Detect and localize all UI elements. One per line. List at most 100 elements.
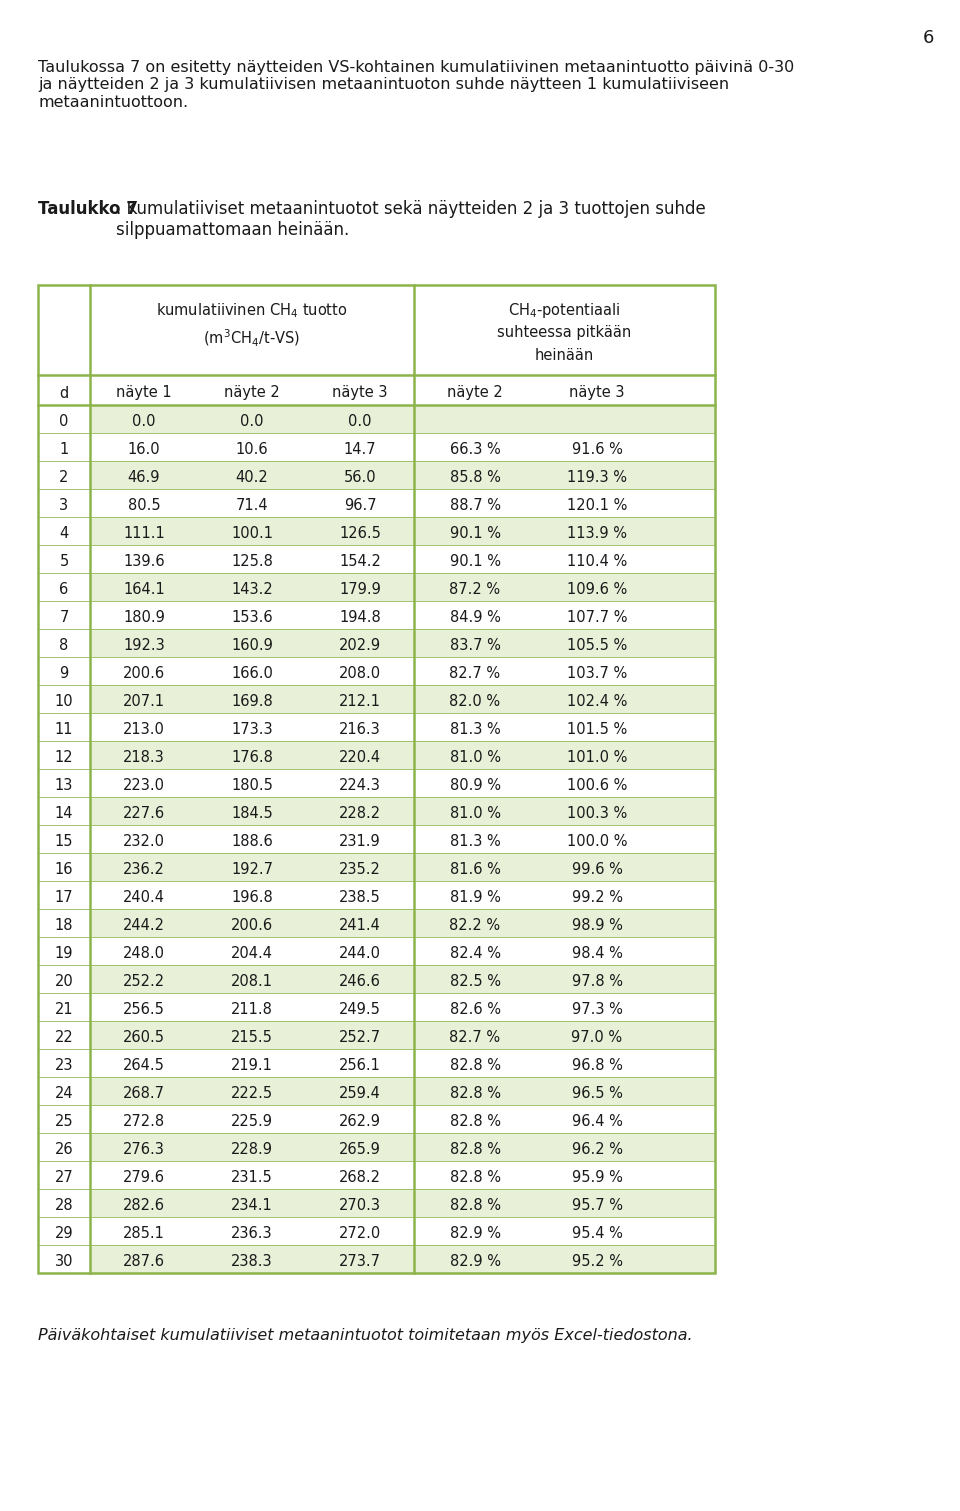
Text: 110.4 %: 110.4 % xyxy=(566,553,627,568)
Text: 125.8: 125.8 xyxy=(231,553,273,568)
Text: 262.9: 262.9 xyxy=(339,1114,381,1129)
Text: 46.9: 46.9 xyxy=(128,470,160,485)
Text: 81.6 %: 81.6 % xyxy=(449,861,500,876)
Bar xyxy=(90,601,715,629)
Text: 126.5: 126.5 xyxy=(339,526,381,541)
Text: 90.1 %: 90.1 % xyxy=(449,553,500,568)
Text: 100.3 %: 100.3 % xyxy=(566,805,627,820)
Text: 285.1: 285.1 xyxy=(123,1225,165,1241)
Text: 212.1: 212.1 xyxy=(339,694,381,709)
Text: 1: 1 xyxy=(60,441,68,456)
Bar xyxy=(90,1021,715,1049)
Text: 97.8 %: 97.8 % xyxy=(571,973,622,988)
Text: 66.3 %: 66.3 % xyxy=(449,441,500,456)
Text: Taulukossa 7 on esitetty näytteiden VS-kohtainen kumulatiivinen metaanintuotto p: Taulukossa 7 on esitetty näytteiden VS-k… xyxy=(38,60,794,110)
Text: 96.5 %: 96.5 % xyxy=(571,1085,622,1100)
Text: 180.5: 180.5 xyxy=(231,778,273,792)
Bar xyxy=(90,937,715,966)
Bar xyxy=(90,405,715,434)
Text: 24: 24 xyxy=(55,1085,73,1100)
Text: 14: 14 xyxy=(55,805,73,820)
Text: 154.2: 154.2 xyxy=(339,553,381,568)
Text: 88.7 %: 88.7 % xyxy=(449,497,500,512)
Text: 113.9 %: 113.9 % xyxy=(567,526,627,541)
Text: 244.0: 244.0 xyxy=(339,946,381,961)
Text: 176.8: 176.8 xyxy=(231,749,273,765)
Text: 82.9 %: 82.9 % xyxy=(449,1254,500,1269)
Text: 192.7: 192.7 xyxy=(231,861,273,876)
Bar xyxy=(90,573,715,601)
Bar xyxy=(90,910,715,937)
Text: 6: 6 xyxy=(923,29,934,47)
Bar xyxy=(90,657,715,684)
Bar xyxy=(90,434,715,461)
Text: 238.5: 238.5 xyxy=(339,890,381,905)
Bar xyxy=(90,740,715,769)
Text: näyte 2: näyte 2 xyxy=(224,385,280,400)
Text: 95.7 %: 95.7 % xyxy=(571,1198,622,1212)
Bar xyxy=(90,825,715,854)
Text: 25: 25 xyxy=(55,1114,73,1129)
Text: 227.6: 227.6 xyxy=(123,805,165,820)
Text: (m$^3$CH$_4$/t-VS): (m$^3$CH$_4$/t-VS) xyxy=(204,328,300,349)
Text: 81.3 %: 81.3 % xyxy=(449,834,500,849)
Text: 7: 7 xyxy=(60,609,69,624)
Text: 216.3: 216.3 xyxy=(339,721,381,736)
Text: 120.1 %: 120.1 % xyxy=(566,497,627,512)
Bar xyxy=(90,1189,715,1216)
Text: 82.6 %: 82.6 % xyxy=(449,1002,500,1017)
Text: 9: 9 xyxy=(60,665,68,680)
Text: 96.4 %: 96.4 % xyxy=(571,1114,622,1129)
Text: 84.9 %: 84.9 % xyxy=(449,609,500,624)
Text: 252.7: 252.7 xyxy=(339,1029,381,1044)
Text: 231.5: 231.5 xyxy=(231,1170,273,1185)
Text: Taulukko 7: Taulukko 7 xyxy=(38,199,138,218)
Text: d: d xyxy=(60,385,68,400)
Text: 272.8: 272.8 xyxy=(123,1114,165,1129)
Text: 268.7: 268.7 xyxy=(123,1085,165,1100)
Text: 265.9: 265.9 xyxy=(339,1141,381,1156)
Text: 101.0 %: 101.0 % xyxy=(566,749,627,765)
Text: 13: 13 xyxy=(55,778,73,792)
Text: 200.6: 200.6 xyxy=(231,917,273,932)
Text: 103.7 %: 103.7 % xyxy=(566,665,627,680)
Text: näyte 2: näyte 2 xyxy=(447,385,503,400)
Text: 91.6 %: 91.6 % xyxy=(571,441,622,456)
Text: 82.8 %: 82.8 % xyxy=(449,1141,500,1156)
Text: 180.9: 180.9 xyxy=(123,609,165,624)
Text: 95.9 %: 95.9 % xyxy=(571,1170,622,1185)
Text: 241.4: 241.4 xyxy=(339,917,381,932)
Text: 188.6: 188.6 xyxy=(231,834,273,849)
Text: 100.6 %: 100.6 % xyxy=(566,778,627,792)
Bar xyxy=(90,966,715,993)
Text: 30: 30 xyxy=(55,1254,73,1269)
Text: 256.1: 256.1 xyxy=(339,1058,381,1073)
Text: 82.7 %: 82.7 % xyxy=(449,1029,500,1044)
Text: 166.0: 166.0 xyxy=(231,665,273,680)
Text: 238.3: 238.3 xyxy=(231,1254,273,1269)
Text: 81.0 %: 81.0 % xyxy=(449,749,500,765)
Text: 232.0: 232.0 xyxy=(123,834,165,849)
Text: 10.6: 10.6 xyxy=(236,441,268,456)
Text: 95.2 %: 95.2 % xyxy=(571,1254,622,1269)
Text: 244.2: 244.2 xyxy=(123,917,165,932)
Text: 252.2: 252.2 xyxy=(123,973,165,988)
Text: 202.9: 202.9 xyxy=(339,638,381,653)
Text: 81.3 %: 81.3 % xyxy=(449,721,500,736)
Text: 208.0: 208.0 xyxy=(339,665,381,680)
Text: 256.5: 256.5 xyxy=(123,1002,165,1017)
Text: 26: 26 xyxy=(55,1141,73,1156)
Text: 196.8: 196.8 xyxy=(231,890,273,905)
Text: 153.6: 153.6 xyxy=(231,609,273,624)
Text: 236.3: 236.3 xyxy=(231,1225,273,1241)
Text: 223.0: 223.0 xyxy=(123,778,165,792)
Text: 194.8: 194.8 xyxy=(339,609,381,624)
Text: 40.2: 40.2 xyxy=(235,470,269,485)
Text: 4: 4 xyxy=(60,526,68,541)
Text: 222.5: 222.5 xyxy=(231,1085,273,1100)
Text: 0.0: 0.0 xyxy=(240,414,264,429)
Text: 98.9 %: 98.9 % xyxy=(571,917,622,932)
Text: 200.6: 200.6 xyxy=(123,665,165,680)
Text: 81.0 %: 81.0 % xyxy=(449,805,500,820)
Bar xyxy=(90,1245,715,1272)
